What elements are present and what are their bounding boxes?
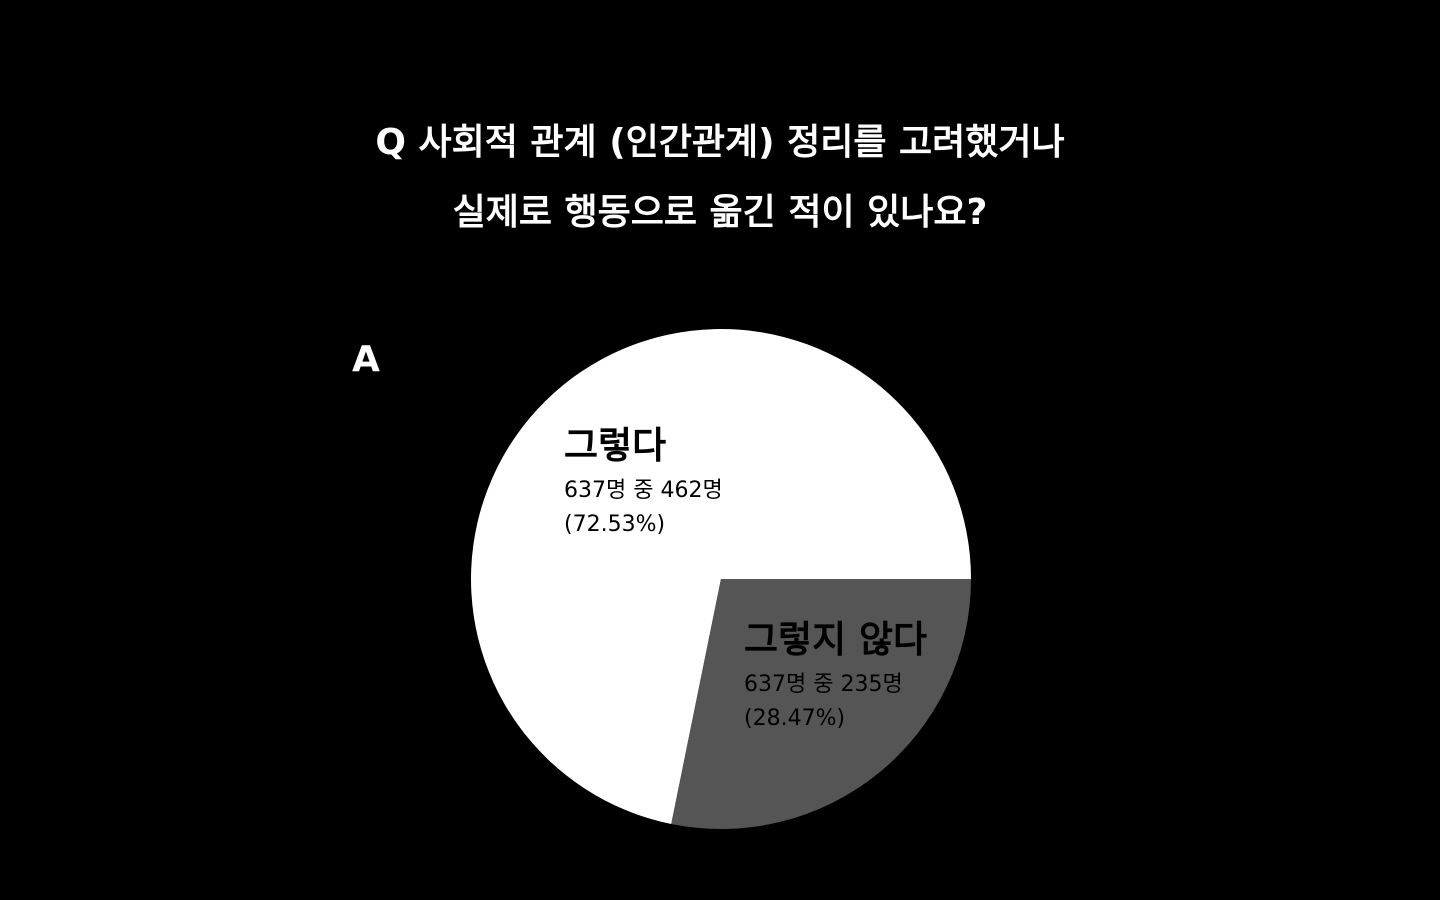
slice-count-no: 637명 중 235명 xyxy=(744,672,903,697)
question-line-1: Q 사회적 관계 (인간관계) 정리를 고려했거나 xyxy=(375,122,1065,163)
slice-count-yes: 637명 중 462명 xyxy=(564,478,723,503)
question-title: Q 사회적 관계 (인간관계) 정리를 고려했거나 실제로 행동으로 옮긴 적이… xyxy=(0,108,1440,248)
slice-percent-no: (28.47%) xyxy=(744,706,845,731)
slice-percent-yes: (72.53%) xyxy=(564,512,665,537)
slice-label-no: 그렇지 않다 xyxy=(744,618,927,661)
pie-slice-yes xyxy=(471,329,971,825)
pie-slices xyxy=(471,329,971,830)
pie-slice-no xyxy=(671,579,971,830)
question-line-2: 실제로 행동으로 옮긴 적이 있나요? xyxy=(452,192,988,233)
answer-marker: A xyxy=(352,339,380,380)
slice-label-yes: 그렇다 xyxy=(564,424,666,467)
